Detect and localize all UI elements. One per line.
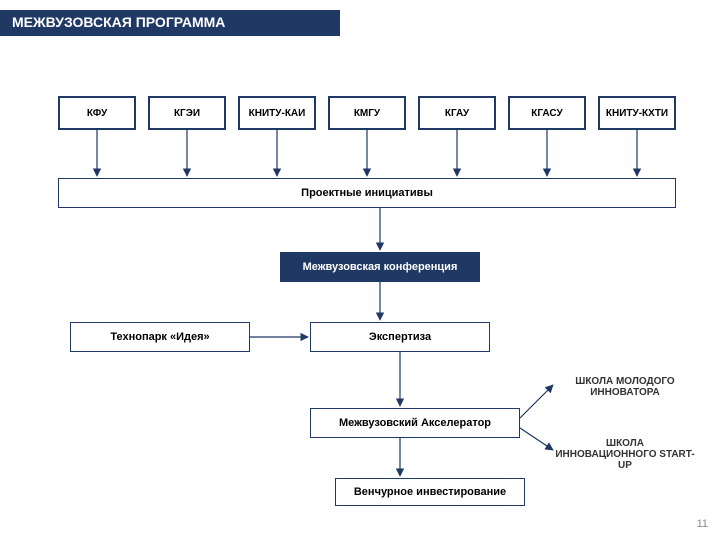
node-projects: Проектные инициативы xyxy=(58,178,676,208)
node-school1: ШКОЛА МОЛОДОГО ИННОВАТОРА xyxy=(555,370,695,404)
uni-5: КГАСУ xyxy=(508,96,586,130)
node-conference: Межвузовская конференция xyxy=(280,252,480,282)
node-expertise: Экспертиза xyxy=(310,322,490,352)
uni-0: КФУ xyxy=(58,96,136,130)
node-technopark: Технопарк «Идея» xyxy=(70,322,250,352)
uni-2: КНИТУ-КАИ xyxy=(238,96,316,130)
page-title: МЕЖВУЗОВСКАЯ ПРОГРАММА xyxy=(0,10,340,36)
uni-6: КНИТУ-КХТИ xyxy=(598,96,676,130)
node-accel: Межвузовский Акселератор xyxy=(310,408,520,438)
page-number: 11 xyxy=(697,518,708,530)
uni-3: КМГУ xyxy=(328,96,406,130)
uni-4: КГАУ xyxy=(418,96,496,130)
node-school2: ШКОЛА ИННОВАЦИОННОГО START-UP xyxy=(555,434,695,474)
uni-1: КГЭИ xyxy=(148,96,226,130)
node-venture: Венчурное инвестирование xyxy=(335,478,525,506)
